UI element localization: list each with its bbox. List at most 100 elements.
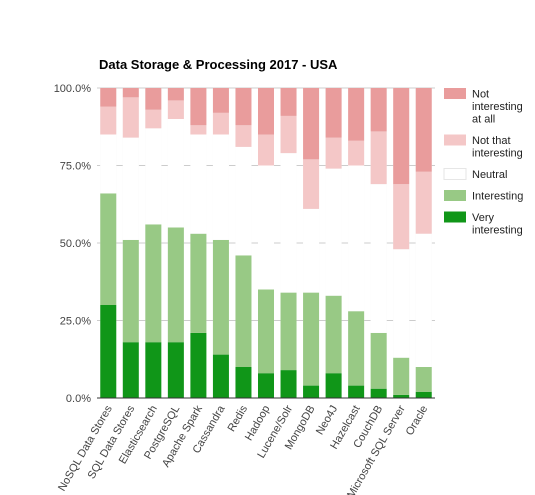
bar-segment: Microsoft SQL Server — Not that interest…	[393, 184, 410, 250]
legend-label: interesting	[472, 225, 523, 237]
bar-segment: Hazelcast — Not interesting at all: 17%	[348, 88, 365, 141]
y-tick-label: 25.0%	[60, 316, 91, 328]
chart-title: Data Storage & Processing 2017 - USA	[99, 57, 338, 72]
bar-segment: Hazelcast — Very interesting: 4%	[348, 385, 365, 398]
bar-segment: Apache Spark — Neutral: 32%	[190, 134, 207, 234]
bar-segment: MongoDB — Neutral: 27%	[303, 208, 320, 293]
bar-segment: Lucene/Solr — Not interesting at all: 9%	[280, 88, 297, 116]
bar-segment: Neo4J — Not interesting at all: 16%	[325, 88, 342, 138]
bar-segment: MongoDB — Not interesting at all: 23%	[303, 88, 320, 160]
bar-segment: Hazelcast — Neutral: 47%	[348, 165, 365, 312]
bar-segment: Cassandra — Very interesting: 14%	[212, 354, 229, 398]
bar-segment: Apache Spark — Not that interesting: 3%	[190, 125, 207, 135]
bar-segment: CouchDB — Not that interesting: 17%	[370, 131, 387, 185]
bar-segment: PostgreSQL — Not interesting at all: 4%	[167, 88, 184, 101]
legend-label: Very	[472, 212, 495, 224]
bar-segment: NoSQL Data Stores — Very interesting: 30…	[100, 305, 117, 398]
bar-segment: Neo4J — Very interesting: 8%	[325, 373, 342, 398]
bar-segment: Redis — Not interesting at all: 12%	[235, 88, 252, 126]
bar-segment: Hadoop — Very interesting: 8%	[258, 373, 274, 398]
bar-segment: Neo4J — Not that interesting: 10%	[325, 137, 342, 169]
bar-segment: Oracle — Interesting: 8%	[415, 367, 432, 392]
bar-segment: Redis — Interesting: 36%	[235, 255, 252, 367]
bar-segment: Cassandra — Neutral: 34%	[212, 134, 229, 240]
x-tick-label: Oracle	[404, 404, 431, 438]
legend-item: Neutral	[443, 168, 507, 181]
bar-segment: Microsoft SQL Server — Not interesting a…	[393, 88, 410, 185]
bar-segment: Lucene/Solr — Very interesting: 9%	[280, 370, 297, 398]
y-tick-label: 50.0%	[60, 238, 91, 250]
legend-swatch	[444, 190, 466, 201]
bar-segment: Oracle — Very interesting: 2%	[415, 391, 432, 398]
bar-segment: Apache Spark — Not interesting at all: 1…	[190, 88, 207, 126]
legend-item: Interesting	[444, 190, 523, 203]
bar-segment: Neo4J — Neutral: 41%	[325, 168, 342, 296]
bar-segment: NoSQL Data Stores — Interesting: 36%	[100, 193, 117, 305]
bar-segment: NoSQL Data Stores — Not interesting at a…	[100, 88, 117, 107]
legend-label: Not that	[472, 135, 511, 147]
bar-segment: SQL Data Stores — Neutral: 33%	[122, 137, 139, 240]
bar-segment: Neo4J — Interesting: 25%	[325, 295, 342, 374]
bar-segment: Hadoop — Not interesting at all: 15%	[258, 88, 274, 135]
legend-label: Not	[472, 89, 489, 101]
bar-segment: Redis — Neutral: 35%	[235, 146, 252, 256]
legend-label: interesting	[472, 148, 523, 160]
legend-label: at all	[472, 114, 495, 126]
bar-segment: NoSQL Data Stores — Neutral: 19%	[100, 134, 117, 194]
bar-segment: PostgreSQL — Very interesting: 18%	[167, 342, 184, 398]
legend-swatch	[444, 88, 466, 99]
bar-segment: Microsoft SQL Server — Very interesting:…	[393, 394, 410, 398]
legend-label: Interesting	[472, 191, 523, 203]
bar-segment: NoSQL Data Stores — Not that interesting…	[100, 106, 117, 135]
bar-segment: Redis — Not that interesting: 7%	[235, 125, 252, 147]
bar-segment: MongoDB — Interesting: 30%	[303, 292, 320, 386]
y-tick-label: 75.0%	[60, 161, 91, 173]
bar-segment: SQL Data Stores — Not that interesting: …	[122, 97, 139, 138]
bar-segment: Oracle — Not that interesting: 20%	[415, 171, 432, 234]
bar-segment: PostgreSQL — Interesting: 37%	[167, 227, 184, 343]
y-axis-ticks: 0.0% 25.0% 50.0% 75.0% 100.0%	[54, 83, 92, 405]
bar-segment: Cassandra — Not that interesting: 7%	[212, 112, 229, 135]
bar-segment: CouchDB — Interesting: 18%	[370, 332, 387, 389]
bar-segment: Lucene/Solr — Not that interesting: 12%	[280, 115, 297, 154]
bar-segment: Redis — Very interesting: 10%	[235, 367, 252, 398]
bar-segment: Microsoft SQL Server — Interesting: 12%	[393, 357, 410, 395]
bar-segment: SQL Data Stores — Very interesting: 18%	[122, 342, 139, 398]
bar-segment: PostgreSQL — Neutral: 35%	[167, 119, 184, 228]
bar-segment: PostgreSQL — Not that interesting: 6%	[167, 100, 184, 119]
bar-segment: Hadoop — Neutral: 40%	[258, 165, 274, 290]
legend-label: interesting	[472, 101, 523, 113]
bar-segment: Elasticsearch — Not that interesting: 6%	[145, 109, 162, 129]
bar-segment: Apache Spark — Interesting: 32%	[190, 233, 207, 333]
bar-segment: Cassandra — Interesting: 37%	[212, 239, 229, 355]
y-tick-label: 100.0%	[54, 83, 92, 95]
bar-segment: Hazelcast — Not that interesting: 8%	[348, 140, 365, 166]
bar-segment: Lucene/Solr — Interesting: 25%	[280, 292, 297, 371]
bar-segment: MongoDB — Not that interesting: 16%	[303, 159, 320, 209]
legend-label: Neutral	[472, 169, 507, 181]
legend-swatch	[444, 134, 466, 146]
bar-segment: Cassandra — Not interesting at all: 8%	[212, 88, 229, 113]
bar-segment: Lucene/Solr — Neutral: 45%	[280, 153, 297, 293]
bar-segment: Hadoop — Interesting: 27%	[258, 289, 274, 374]
legend-swatch	[444, 211, 466, 223]
bar-segment: CouchDB — Neutral: 48%	[370, 184, 387, 333]
bar-segment: Hazelcast — Interesting: 24%	[348, 311, 365, 386]
bar-segment: MongoDB — Very interesting: 4%	[303, 385, 320, 398]
bar-segment: CouchDB — Not interesting at all: 14%	[370, 88, 387, 132]
bar-segment: Elasticsearch — Interesting: 38%	[145, 224, 162, 343]
bars: NoSQL Data Stores — Very interesting: 30…	[100, 88, 432, 398]
bar-segment: CouchDB — Very interesting: 3%	[370, 388, 387, 398]
bar-segment: SQL Data Stores — Not interesting at all…	[122, 88, 139, 98]
bar-segment: Elasticsearch — Neutral: 31%	[145, 128, 162, 225]
bar-segment: Oracle — Not interesting at all: 27%	[415, 88, 432, 172]
legend-swatch	[443, 168, 467, 180]
bar-segment: Microsoft SQL Server — Neutral: 35%	[393, 249, 410, 358]
y-tick-label: 0.0%	[66, 393, 91, 405]
bar-segment: Elasticsearch — Not interesting at all: …	[145, 88, 162, 110]
